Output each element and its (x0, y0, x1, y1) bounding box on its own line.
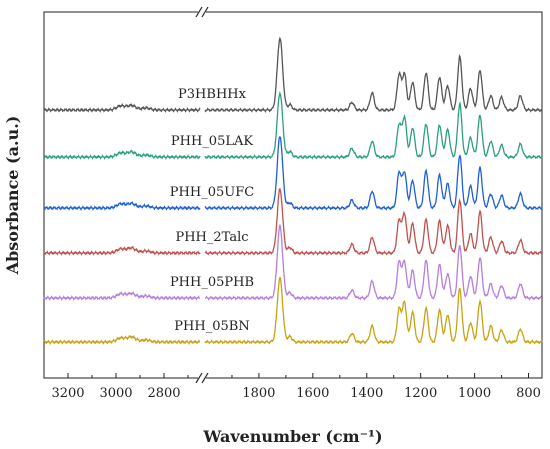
axis-break-slash (201, 6, 209, 18)
plot-frame (43, 11, 543, 379)
spectrum-line-high (43, 200, 201, 212)
spectrum-line-high (43, 245, 201, 256)
x-axis-title: Wavenumber (cm⁻¹) (202, 427, 382, 446)
spectrum-line-low (204, 224, 543, 301)
x-tick-label: 800 (516, 386, 541, 401)
axis-break-slash (195, 6, 203, 18)
series-labels: P3HBHHx PHH_05LAK PHH_05UFC PHH_2Talc PHH_05… (170, 87, 254, 334)
series-layer (43, 36, 543, 346)
series-label: P3HBHHx (178, 87, 247, 102)
series-phh_05phb (43, 224, 543, 302)
series-label: PHH_05LAK (171, 134, 253, 149)
spectrum-line-low (204, 36, 543, 113)
series-phh_05bn (43, 276, 543, 346)
series-label: PHH_2Talc (175, 230, 248, 245)
x-tick-label: 2800 (147, 386, 180, 401)
spectrum-line-low (204, 136, 543, 211)
x-tick-label: 1400 (350, 386, 383, 401)
axis-break-gap (198, 10, 206, 14)
y-axis-title: Absorbance (a.u.) (3, 116, 22, 276)
spectrum-line-high (43, 149, 201, 161)
axis-break-marks (195, 6, 209, 384)
plot-border (43, 11, 543, 379)
series-phh_05lak (43, 90, 543, 161)
x-tick-label: 3000 (99, 386, 132, 401)
x-tick-label: 1800 (242, 386, 275, 401)
spectrum-line-high (43, 335, 201, 346)
x-tick-label: 3200 (51, 386, 84, 401)
x-tick-label: 1200 (404, 386, 437, 401)
axis-break-gap (198, 376, 206, 380)
x-axis-ticks: 3200 3000 2800 1800 1600 1400 1200 1000 800 (43, 373, 541, 401)
series-phh_2talc (43, 188, 543, 256)
series-label: PHH_05UFC (170, 185, 254, 200)
spectrum-line-low (204, 188, 543, 256)
series-label: PHH_05BN (174, 319, 249, 334)
series-p3hbhhx (43, 36, 543, 113)
series-phh_05ufc (43, 136, 543, 212)
spectrum-line-high (43, 102, 201, 113)
axis-break-slash (201, 372, 209, 384)
spectrum-line-low (204, 276, 543, 345)
axis-break-slash (195, 372, 203, 384)
spectrum-line-high (43, 291, 201, 302)
x-tick-label: 1000 (458, 386, 491, 401)
x-tick-label: 1600 (296, 386, 329, 401)
spectrum-line-low (204, 90, 543, 160)
series-label: PHH_05PHB (170, 275, 254, 290)
